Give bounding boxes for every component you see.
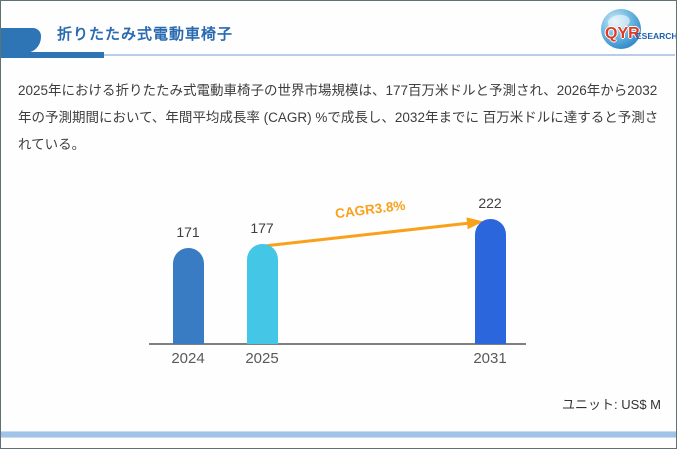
- x-axis-tick-label: 2024: [171, 350, 205, 367]
- title-underline-thick: [1, 52, 104, 58]
- unit-label: ユニット: US$ M: [562, 397, 661, 412]
- bar-2024: [172, 248, 204, 344]
- qyresearch-logo: QYR ESEARCH: [598, 5, 676, 53]
- title-underline-thin: [104, 54, 675, 56]
- x-axis-tick-label: 2031: [473, 350, 507, 367]
- bar-value-label: 222: [478, 195, 502, 211]
- page-title: 折りたたみ式電動車椅子: [57, 26, 234, 43]
- title-tab-decoration: [1, 28, 41, 53]
- globe-icon: [601, 9, 641, 49]
- x-axis-tick-label: 2025: [245, 350, 279, 367]
- footer-divider-band: [1, 431, 676, 438]
- logo-text-secondary: ESEARCH: [636, 31, 677, 41]
- bar-2031: [474, 219, 506, 344]
- bar-value-label: 171: [176, 224, 200, 240]
- x-axis-line: [149, 343, 526, 345]
- market-summary-text: 2025年における折りたたみ式電動車椅子の世界市場規模は、177百万米ドルと予測…: [18, 83, 659, 152]
- bar-2025: [246, 244, 278, 344]
- bar-value-label: 177: [250, 220, 274, 236]
- logo-text-primary: QYR: [605, 25, 640, 42]
- cagr-annotation-label: CAGR3.8%: [334, 197, 407, 222]
